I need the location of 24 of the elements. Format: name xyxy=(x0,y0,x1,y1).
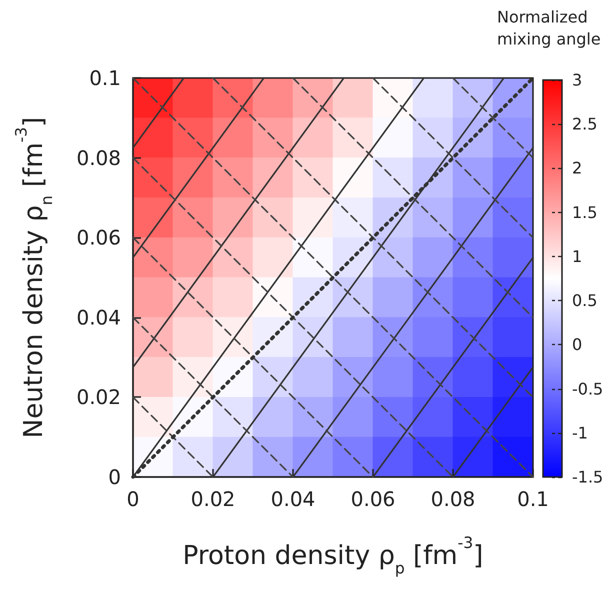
y-tick-label: 0.06 xyxy=(76,226,121,250)
x-tick-label: 0.06 xyxy=(350,487,396,511)
color-bar-title: Normalized mixing angle xyxy=(497,8,601,48)
color-bar-label: 0 xyxy=(572,335,582,354)
x-tick-label: 0.1 xyxy=(517,487,549,511)
x-tick-label: 0.02 xyxy=(190,487,236,511)
x-tick-label: 0.04 xyxy=(270,487,316,511)
x-tick-label: 0.08 xyxy=(430,487,476,511)
y-tick-label: 0.1 xyxy=(89,66,121,90)
y-axis-title: Neutron density ρn [fm-3] xyxy=(12,116,56,438)
color-bar-label: 1 xyxy=(572,246,582,266)
color-bar-label: 2.5 xyxy=(572,114,598,134)
color-bar-label: -1 xyxy=(572,423,588,442)
color-bar-label: 3 xyxy=(572,70,582,90)
color-bar-label: 0.5 xyxy=(572,291,598,310)
x-tick-label: 0 xyxy=(126,487,140,511)
y-tick-label: 0.08 xyxy=(76,146,121,170)
color-bar-label: 1.5 xyxy=(572,202,598,222)
color-bar-label: -1.5 xyxy=(572,468,604,486)
color-bar-label: -0.5 xyxy=(572,379,604,398)
y-tick-label: 0.04 xyxy=(76,305,121,330)
y-tick-label: 0 xyxy=(108,465,121,489)
color-bar-label: 2 xyxy=(572,158,582,178)
y-tick-label: 0.02 xyxy=(76,385,121,410)
